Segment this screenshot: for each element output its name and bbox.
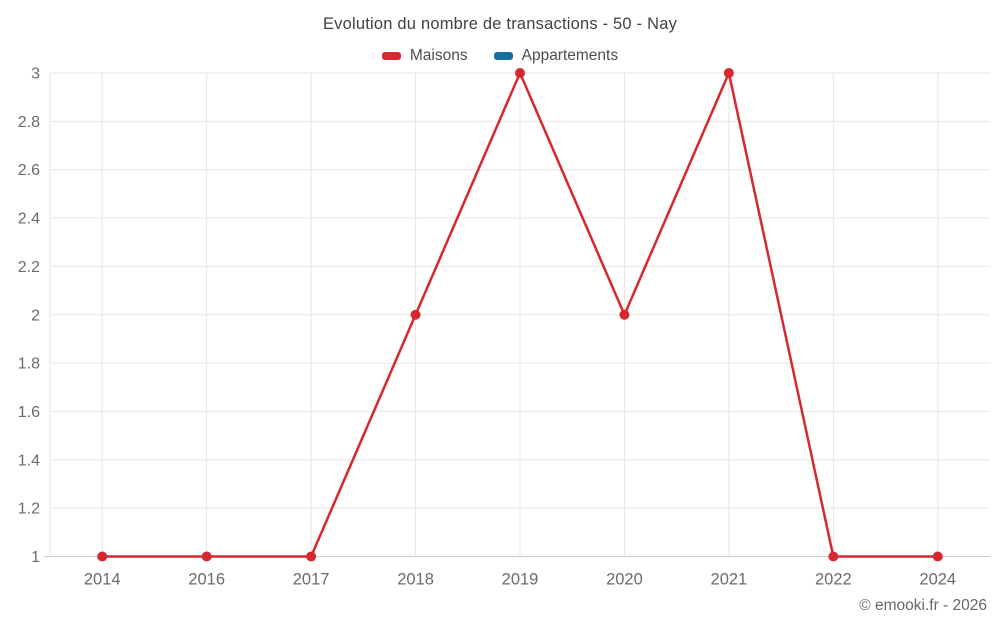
chart-legend: Maisons Appartements: [0, 45, 1000, 67]
x-tick-label: 2017: [293, 571, 330, 589]
x-tick-label: 2020: [606, 571, 643, 589]
copyright-text: © emooki.fr - 2026: [859, 597, 987, 614]
data-point-maisons-2016[interactable]: [201, 551, 212, 562]
legend-label: Appartements: [521, 47, 619, 64]
x-tick-label: 2014: [84, 571, 121, 589]
x-tick-label: 2018: [397, 571, 434, 589]
y-tick-label: 1: [31, 549, 40, 566]
y-tick-label: 2.6: [18, 162, 40, 179]
x-tick-label: 2021: [711, 571, 748, 589]
data-point-maisons-2014[interactable]: [97, 551, 108, 562]
x-tick-label: 2019: [502, 571, 539, 589]
data-point-maisons-2020[interactable]: [619, 309, 630, 320]
maisons-swatch-icon: [381, 52, 401, 60]
y-tick-label: 3: [31, 66, 40, 83]
y-tick-label: 2.8: [18, 114, 40, 131]
legend-label: Maisons: [409, 47, 468, 64]
data-point-maisons-2024[interactable]: [932, 551, 943, 562]
legend-item-maisons[interactable]: Maisons: [381, 47, 468, 65]
data-point-maisons-2021[interactable]: [723, 68, 734, 78]
chart-title: Evolution du nombre de transactions - 50…: [322, 15, 678, 33]
y-tick-label: 1.6: [18, 404, 40, 421]
x-tick-label: 2016: [188, 571, 225, 589]
x-tick-label: 2024: [919, 571, 956, 589]
y-tick-label: 1.8: [18, 356, 40, 373]
data-point-maisons-2017[interactable]: [306, 551, 317, 562]
data-point-maisons-2019[interactable]: [515, 68, 525, 78]
y-tick-label: 2.4: [18, 211, 40, 228]
y-tick-label: 1.4: [18, 452, 40, 469]
x-tick-label: 2022: [815, 571, 852, 589]
y-tick-label: 2.2: [18, 259, 40, 276]
data-point-maisons-2022[interactable]: [828, 551, 839, 562]
legend-item-appartements[interactable]: Appartements: [493, 47, 619, 65]
y-tick-label: 1.2: [18, 501, 40, 518]
y-tick-label: 2: [31, 307, 40, 324]
data-point-maisons-2018[interactable]: [410, 309, 421, 320]
appartements-swatch-icon: [493, 52, 513, 60]
